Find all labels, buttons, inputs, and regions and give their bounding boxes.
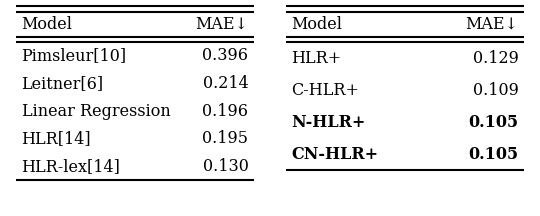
Text: MAE↓: MAE↓ <box>195 16 248 33</box>
Text: 0.105: 0.105 <box>468 146 518 162</box>
Text: 0.196: 0.196 <box>202 103 248 120</box>
Text: 0.214: 0.214 <box>202 75 248 92</box>
Text: 0.129: 0.129 <box>472 50 518 67</box>
Text: 0.195: 0.195 <box>202 130 248 147</box>
Text: Linear Regression: Linear Regression <box>22 103 170 120</box>
Text: N-HLR+: N-HLR+ <box>292 114 366 130</box>
Text: Leitner[6]: Leitner[6] <box>22 75 104 92</box>
Text: CN-HLR+: CN-HLR+ <box>292 146 379 162</box>
Text: HLR+: HLR+ <box>292 50 342 67</box>
Text: 0.130: 0.130 <box>202 158 248 175</box>
Text: 0.105: 0.105 <box>468 114 518 130</box>
Text: HLR-lex[14]: HLR-lex[14] <box>22 158 120 175</box>
Text: Model: Model <box>22 16 72 33</box>
Text: 0.109: 0.109 <box>472 82 518 98</box>
Text: Pimsleur[10]: Pimsleur[10] <box>22 48 127 64</box>
Text: MAE↓: MAE↓ <box>465 16 518 33</box>
Text: Model: Model <box>292 16 342 33</box>
Text: 0.396: 0.396 <box>202 48 248 64</box>
Text: C-HLR+: C-HLR+ <box>292 82 360 98</box>
Text: HLR[14]: HLR[14] <box>22 130 91 147</box>
